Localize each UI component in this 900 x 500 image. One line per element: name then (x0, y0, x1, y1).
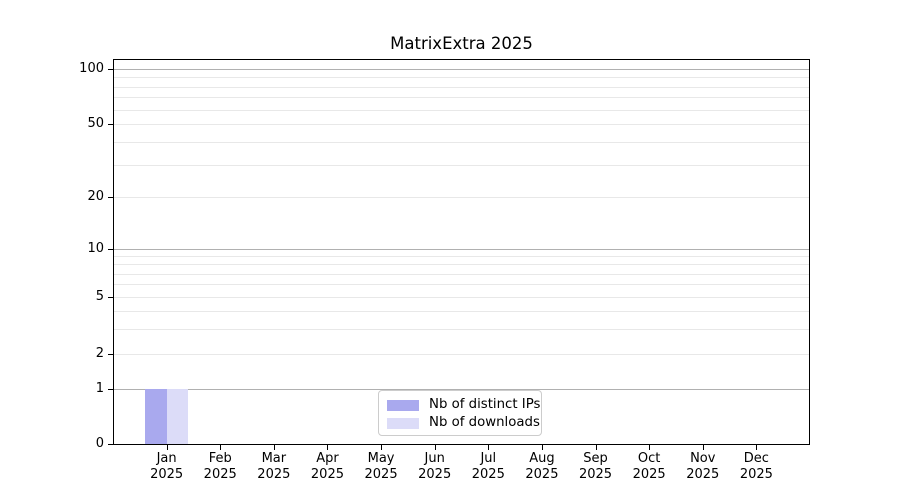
x-tick-mark (702, 445, 704, 450)
x-tick-mark (488, 445, 490, 450)
y-tick-mark (108, 69, 113, 70)
y-tick-label: 10 (87, 241, 104, 256)
y-tick-mark (108, 444, 113, 445)
legend: Nb of distinct IPs Nb of downloads (378, 390, 542, 436)
legend-label-downloads: Nb of downloads (429, 415, 540, 430)
x-tick-label: Dec 2025 (739, 451, 773, 482)
x-tick-label: Nov 2025 (686, 451, 720, 482)
y-tick-label: 50 (87, 116, 104, 131)
major-gridline (114, 389, 809, 390)
plot-area: Nb of distinct IPs Nb of downloads (113, 59, 810, 445)
x-tick-mark (541, 445, 543, 450)
y-tick-label: 20 (87, 189, 104, 204)
y-tick-mark (108, 354, 113, 355)
major-gridline (114, 249, 809, 250)
minor-gridline (114, 256, 809, 257)
major-gridline (114, 69, 809, 70)
minor-gridline (114, 197, 809, 198)
bar-distinct-ips-jan (145, 389, 167, 444)
y-tick-label: 1 (95, 381, 104, 396)
y-tick-mark (108, 197, 113, 198)
minor-gridline (114, 274, 809, 275)
minor-gridline (114, 284, 809, 285)
x-tick-label: Mar 2025 (257, 451, 291, 482)
y-tick-mark (108, 389, 113, 390)
x-tick-label: Apr 2025 (310, 451, 344, 482)
legend-row-distinct-ips: Nb of distinct IPs (387, 396, 540, 414)
x-tick-label: Jul 2025 (471, 451, 505, 482)
y-tick-label: 100 (79, 61, 104, 76)
minor-gridline (114, 110, 809, 111)
minor-gridline (114, 142, 809, 143)
y-tick-label: 0 (95, 436, 104, 451)
minor-gridline (114, 97, 809, 98)
x-tick-label: Feb 2025 (203, 451, 237, 482)
minor-gridline (114, 297, 809, 298)
x-tick-label: Jun 2025 (418, 451, 452, 482)
legend-label-distinct-ips: Nb of distinct IPs (429, 397, 541, 412)
x-tick-label: May 2025 (364, 451, 398, 482)
y-tick-mark (108, 124, 113, 125)
x-tick-mark (434, 445, 436, 450)
x-tick-mark (595, 445, 597, 450)
minor-gridline (114, 124, 809, 125)
y-tick-mark (108, 297, 113, 298)
minor-gridline (114, 165, 809, 166)
x-tick-mark (756, 445, 758, 450)
minor-gridline (114, 329, 809, 330)
y-tick-label: 2 (95, 346, 104, 361)
x-tick-mark (220, 445, 222, 450)
x-tick-mark (649, 445, 651, 450)
x-tick-label: Oct 2025 (632, 451, 666, 482)
legend-swatch-distinct-ips (387, 399, 419, 411)
bar-downloads-jan (166, 389, 189, 444)
x-tick-mark (273, 445, 275, 450)
x-tick-mark (381, 445, 383, 450)
x-tick-label: Aug 2025 (525, 451, 559, 482)
y-tick-label: 5 (95, 289, 104, 304)
chart-title: MatrixExtra 2025 (390, 34, 533, 53)
x-tick-mark (166, 445, 168, 450)
minor-gridline (114, 77, 809, 78)
minor-gridline (114, 354, 809, 355)
x-tick-label: Jan 2025 (150, 451, 184, 482)
x-tick-mark (327, 445, 329, 450)
y-tick-mark (108, 249, 113, 250)
x-tick-label: Sep 2025 (578, 451, 613, 482)
legend-row-downloads: Nb of downloads (387, 414, 540, 432)
legend-swatch-downloads (387, 417, 419, 429)
minor-gridline (114, 87, 809, 88)
minor-gridline (114, 264, 809, 265)
minor-gridline (114, 311, 809, 312)
